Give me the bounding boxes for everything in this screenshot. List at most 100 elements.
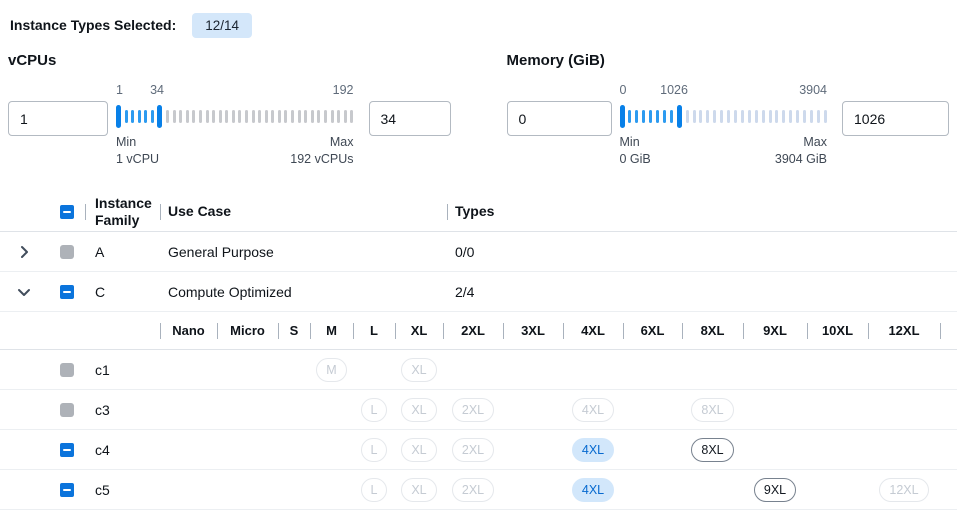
size-pill-c4-xl: XL xyxy=(401,437,437,462)
slider-tick xyxy=(218,109,222,123)
slider-tick xyxy=(330,109,334,123)
memory-scale-start: 0 xyxy=(619,83,627,97)
vcpu-slider-scale: 1 34 192 xyxy=(116,83,354,101)
slider-tick xyxy=(796,109,800,123)
slider-handle[interactable] xyxy=(676,104,682,128)
slider-tick xyxy=(649,109,653,123)
selected-count-badge: 12/14 xyxy=(192,12,253,38)
slider-handle[interactable] xyxy=(157,104,163,128)
memory-filter: Memory (GiB) 0 1026 3904 Min 0 GiB Max xyxy=(506,46,949,192)
slider-tick xyxy=(740,109,744,123)
vcpu-filter-title: vCPUs xyxy=(8,52,57,69)
family-row-a: A General Purpose 0/0 xyxy=(0,232,957,272)
slider-tick xyxy=(713,109,717,123)
size-pill-c4-8xl[interactable]: 8XL xyxy=(691,437,734,462)
memory-max-caption: Max 3904 GiB xyxy=(774,135,827,166)
slider-tick xyxy=(699,109,703,123)
slider-tick xyxy=(775,109,779,123)
expand-toggle[interactable] xyxy=(0,284,48,300)
size-pill-c5-9xl[interactable]: 9XL xyxy=(753,477,797,502)
slider-tick xyxy=(343,109,347,123)
memory-scale-end: 3904 xyxy=(799,83,827,97)
vcpu-max-caption: Max 192 vCPUs xyxy=(290,135,354,166)
table-header-row: Instance Family Use Case Types xyxy=(0,192,957,232)
slider-handle[interactable] xyxy=(619,104,625,128)
column-header-use-case: Use Case xyxy=(160,192,447,231)
size-pill-c5-4xl[interactable]: 4XL xyxy=(571,477,615,502)
vcpu-slider-track[interactable] xyxy=(116,101,354,131)
size-pill-c3-xl: XL xyxy=(401,397,437,422)
slider-tick xyxy=(337,109,341,123)
size-column-header-micro: Micro xyxy=(217,312,278,349)
instance-name: c5 xyxy=(95,481,110,498)
slider-tick xyxy=(310,109,314,123)
vcpu-scale-current: 34 xyxy=(150,83,164,97)
size-pill-c5-12xl: 12XL xyxy=(879,477,929,502)
size-column-header-10xl: 10XL xyxy=(807,312,868,349)
table-body: A General Purpose 0/0 C Compute Optimized 2/4… xyxy=(0,232,957,510)
slider-handle[interactable] xyxy=(116,104,121,128)
filters-section: vCPUs 1 34 192 Min 1 vCPU Max 192 xyxy=(0,46,957,192)
size-pill-c5-l: L xyxy=(360,477,388,502)
memory-slider-scale: 0 1026 3904 xyxy=(620,83,828,101)
slider-tick xyxy=(656,109,660,123)
memory-min-caption: Min 0 GiB xyxy=(619,135,651,166)
slider-tick xyxy=(258,109,262,123)
size-pill-c1-m: M xyxy=(316,357,347,382)
instance-name: c3 xyxy=(95,401,110,418)
instance-row-c1: c1 M XL xyxy=(0,350,957,390)
slider-tick xyxy=(706,109,710,123)
slider-tick xyxy=(669,109,673,123)
size-header-row: Nano Micro S M L XL 2XL 3XL 4XL 6XL 8XL 9XL 10XL 12XL xyxy=(0,312,957,350)
family-checkbox-c[interactable] xyxy=(59,284,74,299)
slider-tick xyxy=(185,109,189,123)
slider-tick xyxy=(317,109,321,123)
memory-scale-current: 1026 xyxy=(660,83,688,97)
size-column-header-9xl: 9XL xyxy=(743,312,807,349)
slider-tick xyxy=(264,109,268,123)
memory-slider-captions: Min 0 GiB Max 3904 GiB xyxy=(620,134,828,168)
slider-tick xyxy=(205,109,209,123)
size-pill-c1-xl: XL xyxy=(401,357,437,382)
vcpu-min-input[interactable] xyxy=(8,101,108,136)
vcpu-filter: vCPUs 1 34 192 Min 1 vCPU Max 192 xyxy=(8,46,451,192)
size-pill-c5-2xl: 2XL xyxy=(451,477,495,502)
slider-tick xyxy=(823,109,827,123)
slider-tick xyxy=(685,109,689,123)
selected-count-label: Instance Types Selected: xyxy=(10,17,177,33)
memory-min-input[interactable] xyxy=(506,101,612,136)
instance-row-c3: c3 L XL 2XL 4XL 8XL xyxy=(0,390,957,430)
memory-slider-track[interactable] xyxy=(619,101,828,131)
slider-tick xyxy=(172,109,176,123)
size-column-header-2xl: 2XL xyxy=(443,312,503,349)
slider-tick xyxy=(803,109,807,123)
vcpu-max-input[interactable] xyxy=(368,101,451,136)
slider-tick xyxy=(166,109,170,123)
size-column-header-s: S xyxy=(278,312,310,349)
slider-tick xyxy=(754,109,758,123)
size-column-header-4xl: 4XL xyxy=(563,312,623,349)
slider-tick xyxy=(628,109,632,123)
size-pill-c4-2xl: 2XL xyxy=(451,437,495,462)
slider-tick xyxy=(192,109,196,123)
select-all-checkbox[interactable] xyxy=(59,204,74,219)
slider-tick xyxy=(271,109,275,123)
slider-tick xyxy=(131,109,135,123)
slider-tick xyxy=(137,109,141,123)
slider-tick xyxy=(727,109,731,123)
size-pill-c3-l: L xyxy=(360,397,388,422)
expand-toggle[interactable] xyxy=(0,244,48,260)
size-column-header-8xl: 8XL xyxy=(682,312,743,349)
size-pill-c4-4xl[interactable]: 4XL xyxy=(571,437,615,462)
slider-tick xyxy=(768,109,772,123)
instance-name: c4 xyxy=(95,441,110,458)
size-pill-c3-2xl: 2XL xyxy=(451,397,495,422)
instance-checkbox-c4[interactable] xyxy=(59,442,74,457)
vcpu-min-caption: Min 1 vCPU xyxy=(116,135,160,166)
column-header-types: Types xyxy=(447,192,957,231)
memory-max-input[interactable] xyxy=(842,101,949,136)
slider-tick xyxy=(291,109,295,123)
slider-tick xyxy=(692,109,696,123)
slider-tick xyxy=(150,109,154,123)
instance-checkbox-c5[interactable] xyxy=(59,482,74,497)
